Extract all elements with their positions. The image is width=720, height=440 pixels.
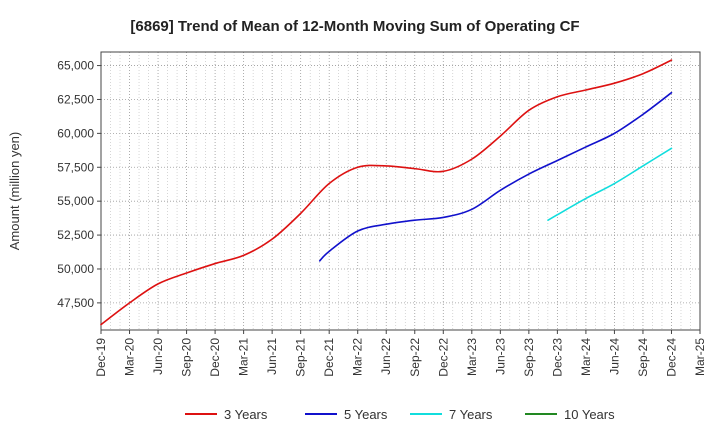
x-tick-label: Mar-25 — [693, 338, 707, 376]
y-tick-label: 47,500 — [57, 296, 94, 310]
y-tick-label: 62,500 — [57, 92, 94, 106]
legend-label-5-years: 5 Years — [344, 407, 388, 422]
x-tick-label: Sep-22 — [408, 338, 422, 377]
x-tick-label: Dec-22 — [436, 338, 450, 377]
x-tick-label: Mar-22 — [351, 338, 365, 376]
series-line-3-years — [100, 59, 673, 326]
x-tick-label: Dec-19 — [94, 338, 108, 377]
x-tick-label: Sep-24 — [636, 338, 650, 377]
x-tick-label: Mar-24 — [579, 338, 593, 376]
x-tick-label: Mar-23 — [465, 338, 479, 376]
x-tick-label: Jun-20 — [151, 338, 165, 375]
x-tick-label: Sep-20 — [180, 338, 194, 377]
y-tick-label: 57,500 — [57, 160, 94, 174]
x-tick-label: Jun-24 — [607, 338, 621, 375]
x-tick-label: Dec-21 — [322, 338, 336, 377]
y-tick-label: 55,000 — [57, 194, 94, 208]
chart-title: [6869] Trend of Mean of 12-Month Moving … — [130, 18, 579, 35]
x-tick-label: Sep-23 — [522, 338, 536, 377]
x-tick-label: Dec-24 — [664, 338, 678, 377]
legend-label-3-years: 3 Years — [224, 407, 268, 422]
grid — [100, 52, 701, 330]
x-tick-label: Jun-21 — [265, 338, 279, 375]
x-tick-label: Jun-23 — [493, 338, 507, 375]
y-axis-label: Amount (million yen) — [7, 132, 22, 251]
y-tick-label: 50,000 — [57, 262, 94, 276]
x-axis: Dec-19 Mar-20 Jun-20 Sep-20 Dec-20 Mar-21 Jun-… — [94, 330, 707, 377]
y-tick-label: 60,000 — [57, 126, 94, 140]
series-line-7-years — [547, 147, 673, 221]
plot-frame — [100, 51, 701, 331]
y-tick-label: 65,000 — [57, 59, 94, 73]
series — [100, 59, 673, 326]
y-axis: 47,500 50,000 52,500 55,000 57,500 60,000 62,5… — [57, 59, 101, 310]
x-tick-label: Dec-20 — [208, 338, 222, 377]
x-tick-label: Jun-22 — [379, 338, 393, 375]
legend: 3 Years 5 Years 7 Years 10 Years — [185, 407, 615, 422]
x-tick-label: Sep-21 — [294, 338, 308, 377]
y-tick-label: 52,500 — [57, 228, 94, 242]
legend-label-10-years: 10 Years — [564, 407, 615, 422]
x-tick-label: Mar-20 — [123, 338, 137, 376]
x-tick-label: Dec-23 — [550, 338, 564, 377]
x-tick-label: Mar-21 — [237, 338, 251, 376]
legend-label-7-years: 7 Years — [449, 407, 493, 422]
series-line-5-years — [318, 91, 673, 262]
